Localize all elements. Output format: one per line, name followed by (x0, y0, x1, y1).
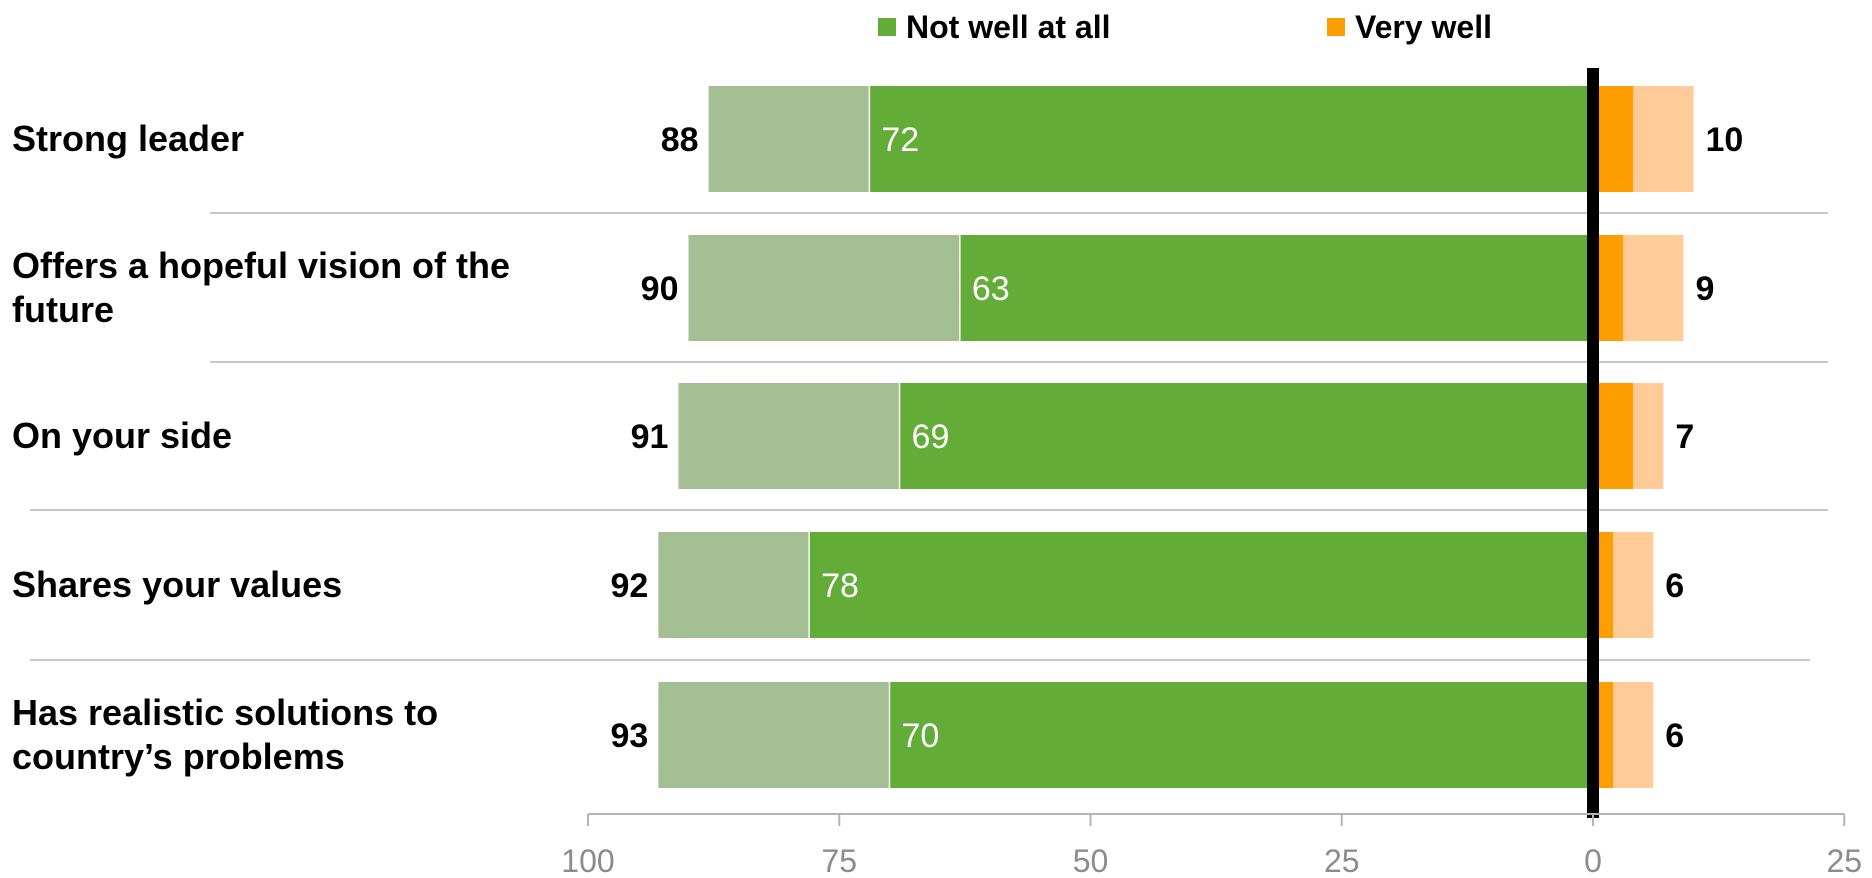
data-label-left-total: 91 (631, 418, 669, 456)
bar-very-well (1593, 86, 1634, 192)
data-label-left-total: 90 (641, 270, 679, 308)
category-label: Strong leader (12, 118, 244, 159)
data-label-right-total: 6 (1665, 567, 1684, 605)
data-label-not-well-at-all: 78 (821, 567, 859, 605)
bar-not-well-at-all (959, 235, 1593, 341)
category-label: Offers a hopeful vision of the (12, 245, 510, 286)
data-label-not-well-at-all: 63 (972, 270, 1010, 308)
category-label: Shares your values (12, 564, 342, 605)
x-tick-label: 0 (1584, 843, 1602, 878)
bar-not-well-at-all (809, 532, 1593, 638)
data-label-not-well-at-all: 69 (912, 418, 950, 456)
legend-label: Very well (1355, 9, 1492, 45)
bar-not-well-at-all (869, 86, 1593, 192)
x-tick-label: 50 (1073, 843, 1109, 878)
x-tick-label: 25 (1324, 843, 1360, 878)
legend-swatch (878, 18, 896, 36)
bar-not-well-at-all (899, 383, 1593, 489)
x-tick-label: 75 (821, 843, 857, 878)
data-label-right-total: 7 (1675, 418, 1694, 456)
category-label: Has realistic solutions to (12, 692, 438, 733)
data-label-not-well-at-all: 70 (902, 717, 940, 755)
category-label: future (12, 289, 114, 330)
data-label-left-total: 92 (611, 567, 649, 605)
data-label-right-total: 6 (1665, 717, 1684, 755)
data-label-right-total: 9 (1695, 270, 1714, 308)
legend-swatch (1327, 18, 1345, 36)
x-tick-label: 25 (1826, 843, 1862, 878)
data-label-left-total: 88 (661, 121, 699, 159)
category-label: On your side (12, 415, 232, 456)
zero-axis-line (1587, 68, 1599, 818)
category-label: country’s problems (12, 736, 345, 777)
bar-not-well-at-all (889, 682, 1593, 788)
data-label-right-total: 10 (1706, 121, 1744, 159)
legend-label: Not well at all (906, 9, 1110, 45)
bar-very-well (1593, 383, 1634, 489)
x-tick-label: 100 (561, 843, 614, 878)
data-label-left-total: 93 (611, 717, 649, 755)
data-label-not-well-at-all: 72 (881, 121, 919, 159)
